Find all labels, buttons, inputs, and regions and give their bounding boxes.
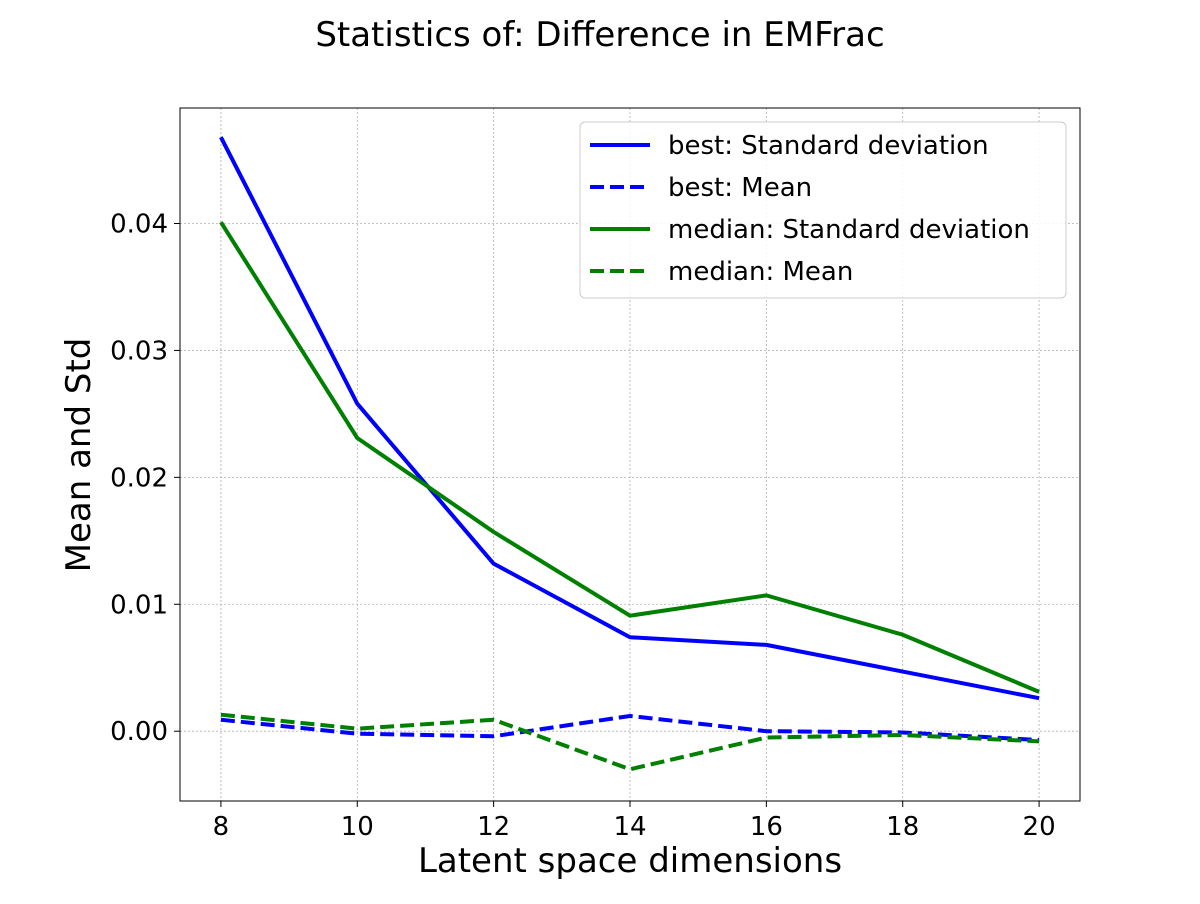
series-layer [219,135,1041,772]
data-point-best-mean [219,718,223,722]
x-tick-label: 20 [1023,812,1056,842]
x-tick-label: 12 [477,812,510,842]
legend-label: best: Standard deviation [668,131,989,161]
data-point-best-standard-deviation [219,135,223,139]
data-point-median-standard-deviation [764,593,768,597]
legend: best: Standard deviation best: Mean median… [579,121,1067,299]
chart-title: Statistics of: Difference in EMFrac [315,15,884,55]
data-point-median-mean [901,733,905,737]
data-point-best-mean [628,714,632,718]
data-point-best-standard-deviation [492,562,496,566]
x-axis-label: Latent space dimensions [418,841,842,881]
data-point-median-mean [492,718,496,722]
data-point-best-standard-deviation [1037,696,1041,700]
series-line-median-standard-deviation [219,221,1040,694]
y-tick-label: 0.02 [110,463,168,493]
data-point-median-standard-deviation [1037,690,1041,694]
y-tick-label: 0.00 [110,717,168,747]
data-point-best-standard-deviation [355,402,359,406]
series-line-best-mean [220,713,1040,743]
y-axis-label: Mean and Std [59,338,99,573]
data-point-median-standard-deviation [355,436,359,440]
data-point-median-mean [764,736,768,740]
legend-label: best: Mean [668,173,812,203]
x-tick-label: 10 [341,812,374,842]
data-point-best-mean [764,729,768,733]
data-point-median-standard-deviation [492,530,496,534]
data-point-median-standard-deviation [901,633,905,637]
data-point-median-mean [219,713,223,717]
legend-box [579,121,1067,299]
x-tick-label: 14 [613,812,646,842]
data-point-best-standard-deviation [901,670,905,674]
legend-label: median: Mean [668,257,853,287]
data-point-best-standard-deviation [628,635,632,639]
data-point-best-standard-deviation [764,643,768,647]
data-point-best-mean [355,732,359,736]
x-tick-label: 8 [213,812,230,842]
data-point-median-standard-deviation [628,614,632,618]
x-tick-label: 16 [750,812,783,842]
data-point-median-mean [355,727,359,731]
y-tick-label: 0.01 [110,590,168,620]
legend-label: median: Standard deviation [668,215,1030,245]
y-tick-label: 0.04 [110,210,168,240]
y-tick-label: 0.03 [110,336,168,366]
data-point-median-mean [1037,739,1041,743]
data-point-best-mean [492,734,496,738]
x-tick-label: 18 [886,812,919,842]
data-point-median-mean [628,767,632,771]
axis-layer: 8 10 12 14 16 18 20 0.00 0.01 0.02 0.03 0.04 [110,210,1056,843]
series-line-best-standard-deviation [219,136,1040,701]
data-point-median-standard-deviation [219,220,223,224]
